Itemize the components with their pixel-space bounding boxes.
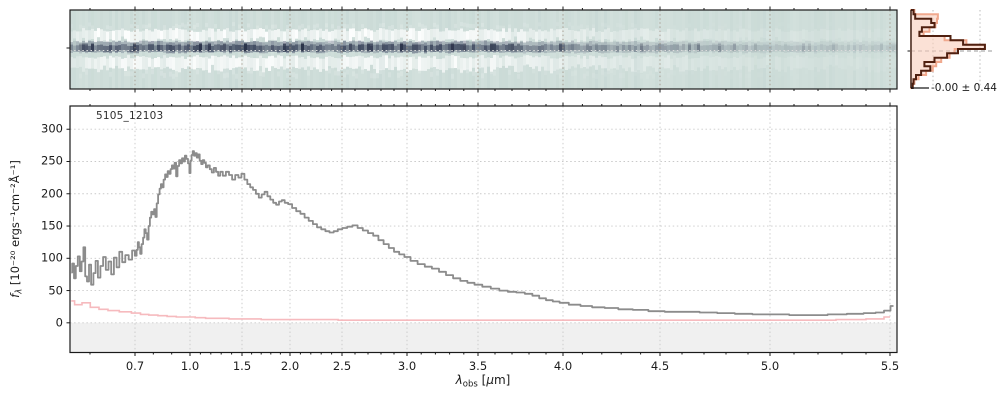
x-tick-label: 0.7 (125, 359, 145, 373)
error-spectrum-line (71, 300, 890, 321)
x-tick-label: 1.5 (232, 359, 252, 373)
below-zero-shade (70, 322, 897, 353)
x-axis-symbol-sub: obs (462, 379, 478, 390)
x-axis-symbol: λ (455, 373, 463, 387)
y-axis-units: [10⁻²⁰ ergs⁻¹cm⁻²Å⁻¹] (7, 160, 22, 289)
x-tick-label: 4.0 (553, 359, 573, 373)
x-tick-label: 5.5 (880, 359, 900, 373)
2d-spectrum-image (70, 10, 897, 89)
y-tick-label: 100 (41, 250, 63, 265)
y-tick-label: 300 (41, 121, 63, 136)
x-tick-label: 2.5 (332, 359, 352, 373)
y-axis-label: fλ [10⁻²⁰ ergs⁻¹cm⁻²Å⁻¹] (8, 160, 25, 298)
x-tick-label: 4.5 (650, 359, 670, 373)
1d-spectrum-panel (69, 105, 898, 354)
residual-histogram-panel (910, 9, 995, 89)
1d-panel-border (69, 105, 898, 354)
2d-panel-border (69, 9, 898, 90)
x-tick-label: 2.0 (280, 359, 300, 373)
2d-spectrum-panel (69, 9, 898, 90)
y-tick-label: 250 (41, 153, 63, 168)
hist-line (911, 9, 986, 89)
y-tick-label: 0 (55, 315, 63, 330)
y-axis-symbol: f (7, 293, 22, 298)
x-axis-mu: μ (486, 373, 494, 387)
y-tick-label: 150 (41, 218, 63, 233)
x-axis-label: λobs [μm] (456, 373, 511, 390)
source-id-label: 5105_12103 (96, 110, 164, 122)
y-tick-label: 50 (48, 283, 63, 298)
x-tick-label: 3.5 (468, 359, 488, 373)
hist-stats-label: -0.00 ± 0.44 (930, 82, 997, 94)
x-tick-label: 1.0 (180, 359, 200, 373)
x-tick-label: 3.0 (397, 359, 417, 373)
flux-spectrum-line (71, 150, 894, 316)
x-axis-units-open: [ (477, 373, 487, 387)
x-tick-label: 5.0 (760, 359, 780, 373)
y-tick-label: 200 (41, 186, 63, 201)
x-axis-units-close: m] (493, 373, 511, 387)
